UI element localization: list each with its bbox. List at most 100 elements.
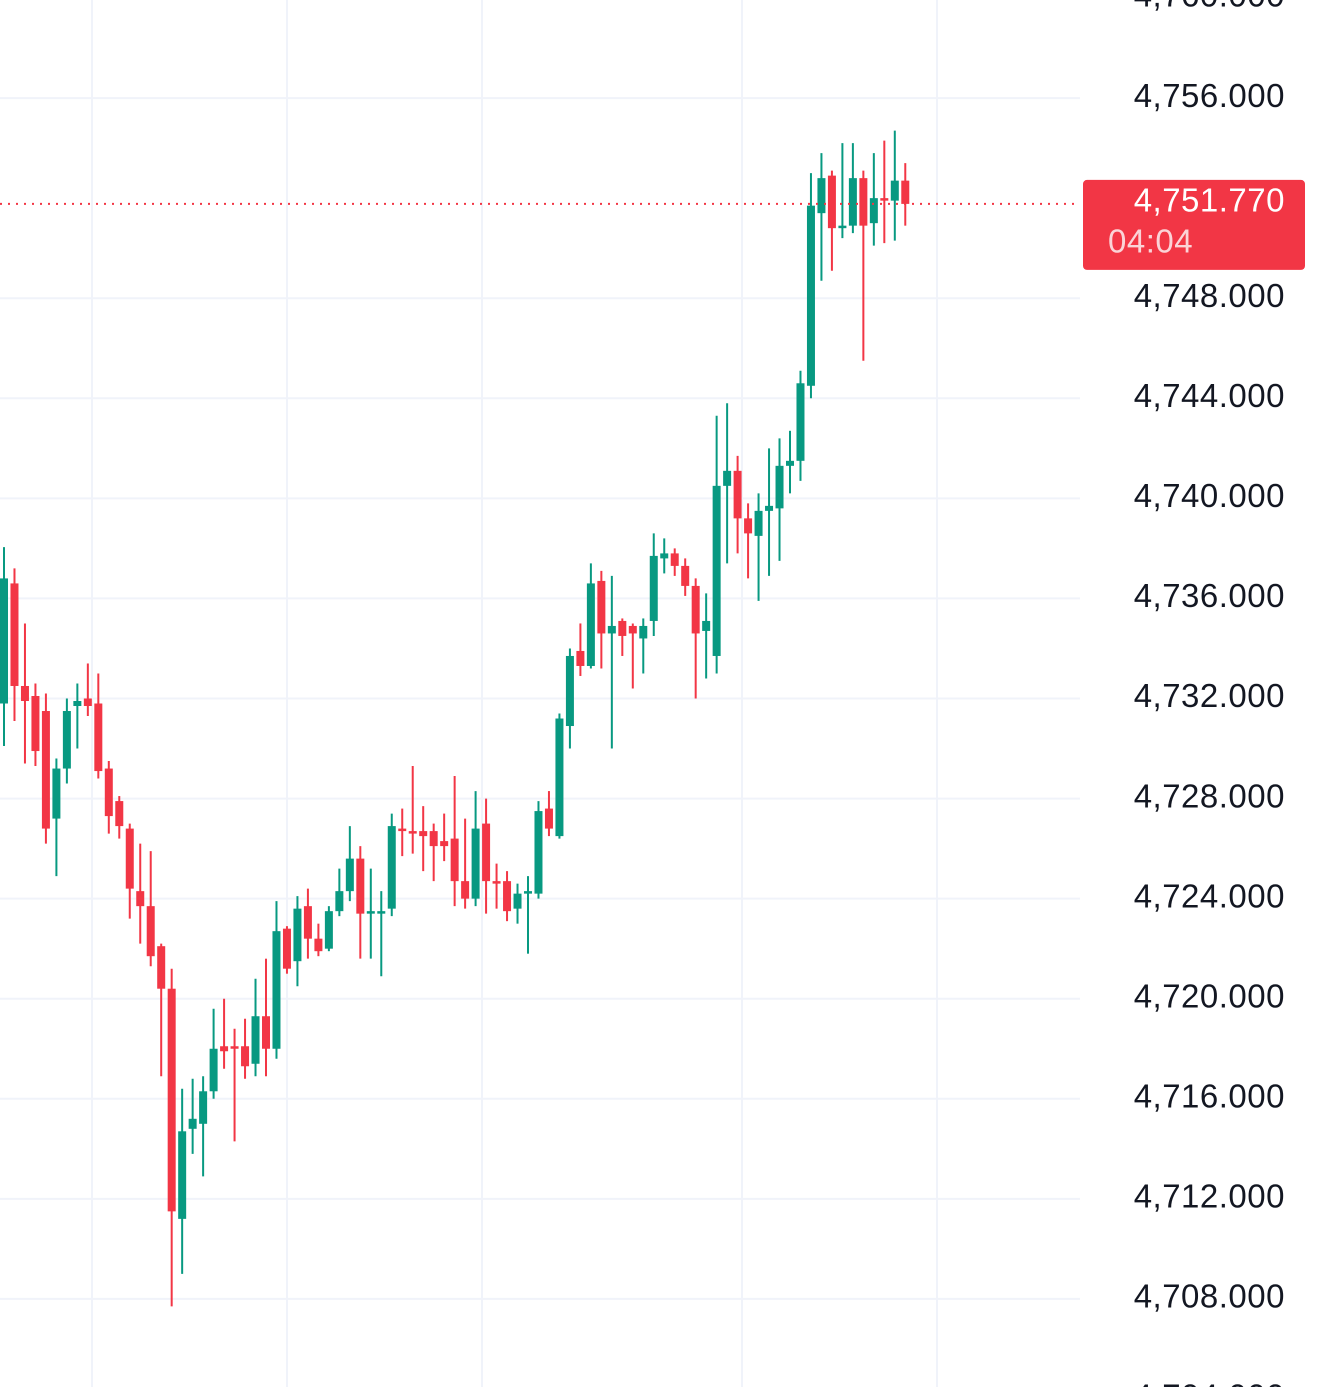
candle-body: [282, 928, 291, 969]
candle-body: [765, 505, 774, 511]
candle-body: [450, 838, 459, 882]
candle-body: [733, 470, 742, 519]
candle-body: [691, 585, 700, 634]
candle-body: [314, 938, 323, 952]
candle-body: [31, 695, 40, 752]
candle-body: [628, 625, 637, 634]
y-tick-label: 4,716.000: [1134, 1078, 1285, 1115]
y-tick-label: 4,744.000: [1134, 377, 1285, 414]
candle-body: [712, 485, 721, 656]
y-tick-label: 4,748.000: [1134, 277, 1285, 314]
candle-body: [345, 858, 354, 892]
candle-body: [303, 906, 312, 939]
candle-body: [94, 703, 103, 772]
candle-body: [869, 198, 878, 224]
y-tick-label: 4,732.000: [1134, 677, 1285, 714]
candle-body: [524, 891, 532, 894]
candle-body: [639, 625, 648, 639]
candle-body: [890, 180, 899, 201]
candle-body: [492, 881, 501, 884]
y-tick-label: 4,720.000: [1134, 977, 1285, 1014]
y-tick-label: 4,708.000: [1134, 1278, 1285, 1315]
candle-body: [744, 518, 753, 534]
candle-body: [209, 1048, 218, 1092]
candle-body: [52, 768, 61, 819]
candle-body: [775, 465, 784, 509]
candle-body: [702, 620, 711, 631]
y-tick-label: 4,712.000: [1134, 1178, 1285, 1215]
candle-body: [796, 383, 805, 461]
candles: [0, 130, 910, 1307]
candle-body: [880, 198, 889, 201]
candle-body: [565, 655, 574, 727]
candle-body: [806, 205, 815, 386]
last-price-tag: [1083, 179, 1305, 270]
candle-body: [461, 881, 470, 899]
candle-body: [859, 178, 868, 226]
candle-body: [178, 1131, 187, 1219]
candle-body: [136, 891, 145, 907]
candle-body: [576, 650, 585, 666]
candle-body: [649, 555, 658, 621]
candle-body: [848, 178, 857, 226]
y-tick-label: 4,736.000: [1134, 577, 1285, 614]
candle-body: [125, 828, 134, 889]
candle-body: [272, 931, 281, 1049]
candle-body: [293, 908, 302, 962]
candle-body: [471, 828, 480, 899]
candle-body: [0, 578, 8, 704]
candle-body: [607, 625, 616, 634]
candle-body: [618, 620, 627, 636]
candle-body: [356, 858, 365, 914]
candle-body: [10, 583, 19, 686]
candle-body: [167, 988, 176, 1212]
candle-body: [901, 180, 910, 204]
candle-body: [251, 1016, 260, 1064]
candle-body: [104, 768, 113, 817]
y-tick-label: 4,756.000: [1134, 77, 1285, 114]
candle-body: [20, 685, 29, 702]
candle-body: [482, 823, 491, 882]
candle-body: [83, 698, 92, 707]
candle-body: [503, 881, 512, 912]
candle-body: [41, 711, 50, 829]
candle-body: [838, 225, 847, 229]
candle-body: [377, 911, 386, 914]
candle-body: [335, 891, 344, 912]
candle-body: [440, 841, 449, 847]
candle-body: [660, 553, 669, 559]
candle-body: [586, 583, 595, 666]
candle-body: [544, 808, 553, 829]
candle-body: [115, 801, 124, 827]
y-tick-label: 4,760.000: [1134, 0, 1285, 14]
candle-body: [681, 565, 690, 586]
candle-body: [387, 826, 396, 909]
candle-body: [146, 906, 155, 957]
candle-body: [220, 1046, 229, 1052]
last-price-label: 4,751.770: [1134, 182, 1285, 219]
candle-body: [723, 470, 732, 486]
y-tick-label: 4,704.000: [1134, 1378, 1285, 1387]
candle-body: [817, 178, 826, 214]
candle-body: [419, 831, 428, 837]
candle-body: [534, 811, 543, 894]
candle-body: [555, 718, 564, 837]
countdown-label: 04:04: [1108, 223, 1193, 260]
candle-body: [73, 701, 82, 707]
candle-body: [188, 1118, 197, 1129]
vertical-grid: [91, 0, 938, 1387]
candle-body: [324, 911, 333, 949]
candle-body: [398, 828, 407, 832]
candle-body: [157, 946, 166, 989]
candle-body: [786, 460, 794, 466]
candle-body: [199, 1091, 208, 1124]
candle-body: [827, 175, 836, 229]
candle-body: [408, 831, 417, 834]
candle-body: [230, 1046, 239, 1049]
candle-body: [670, 553, 679, 566]
candle-body: [262, 1016, 270, 1049]
y-tick-label: 4,724.000: [1134, 877, 1285, 914]
candle-body: [429, 831, 438, 847]
candle-body: [62, 711, 71, 769]
